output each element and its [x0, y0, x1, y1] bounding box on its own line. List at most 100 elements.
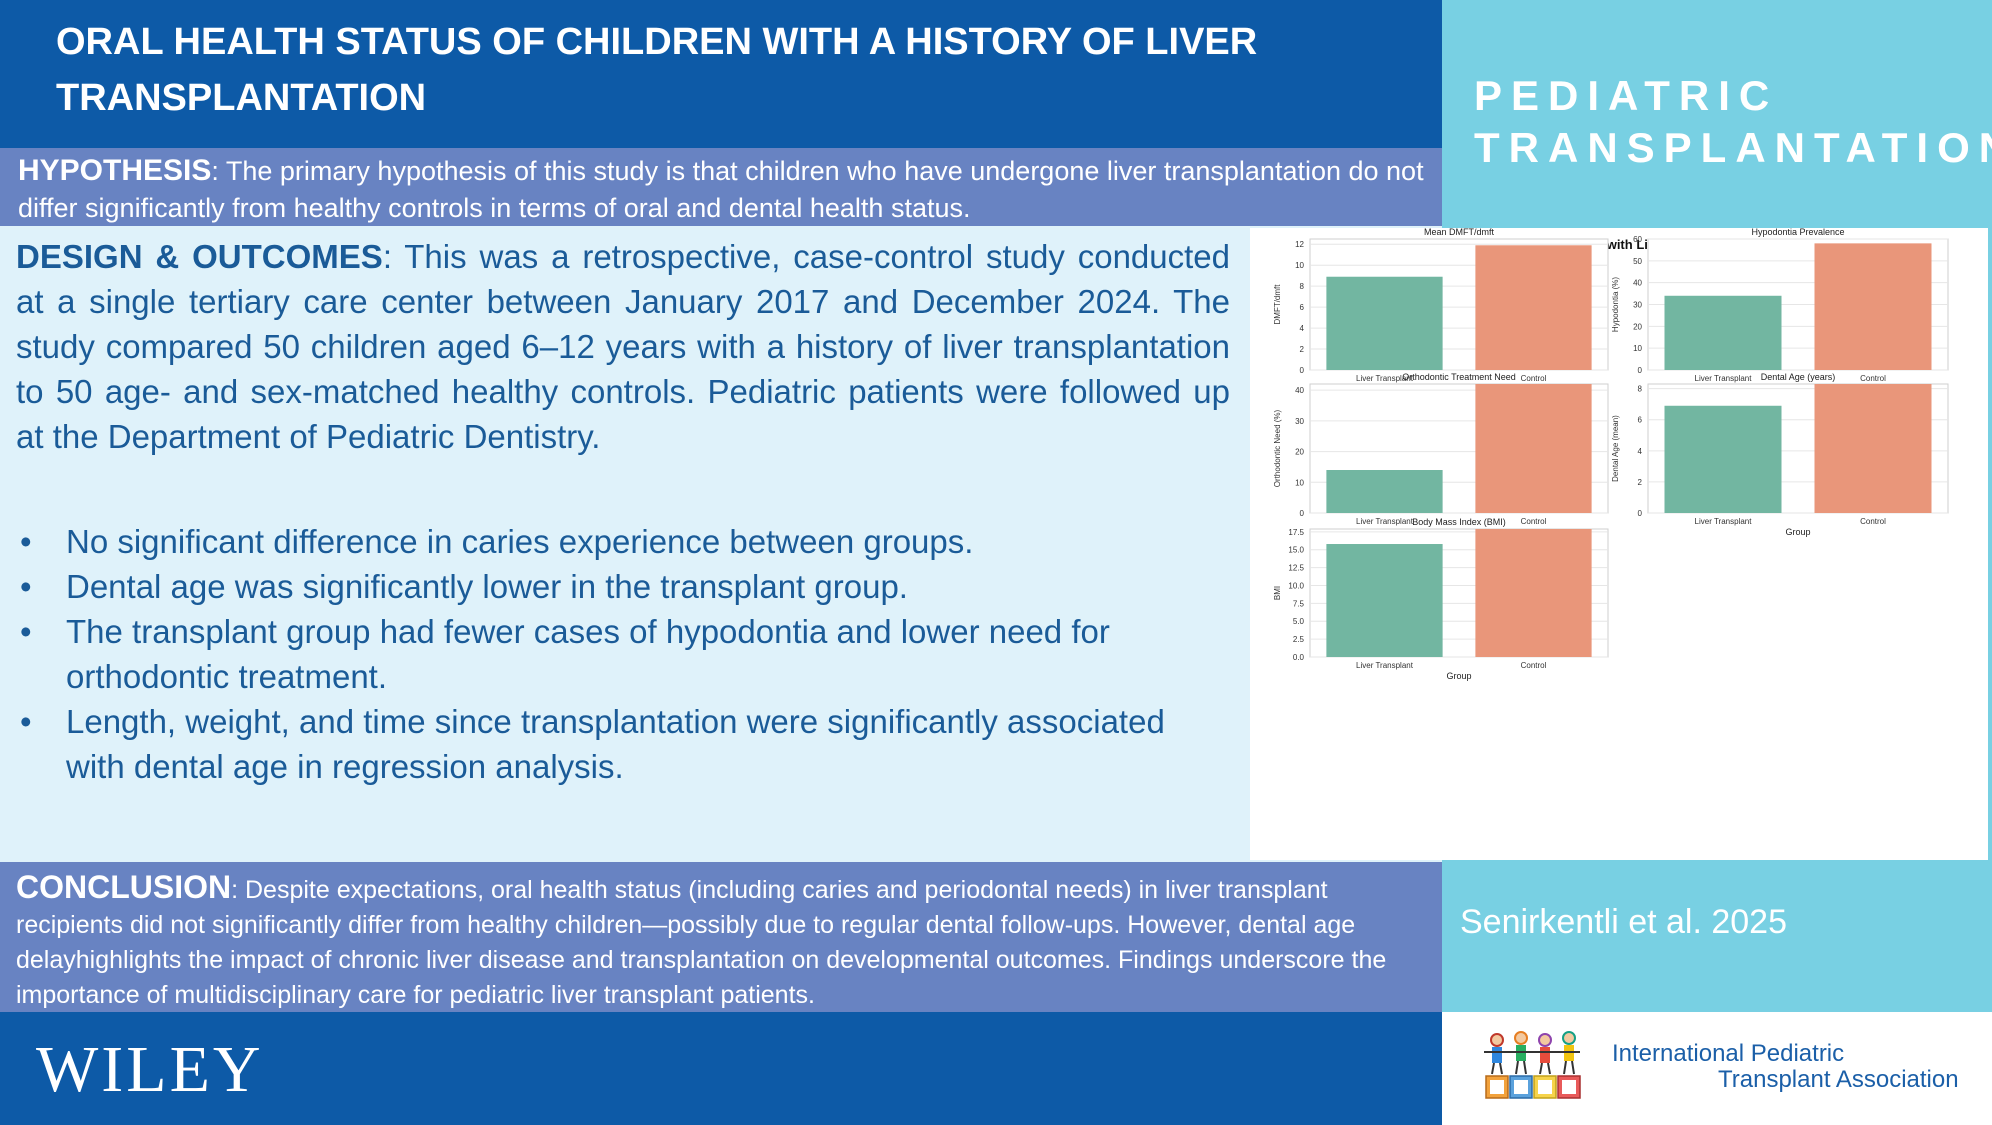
bar — [1326, 470, 1443, 513]
conclusion-label: CONCLUSION — [16, 869, 232, 905]
y-tick-label: 10 — [1295, 261, 1304, 270]
y-axis-label: Dental Age (mean) — [1611, 415, 1620, 482]
y-tick-label: 15.0 — [1288, 546, 1304, 555]
subplot: Orthodontic Treatment Need 0 10 20 30 40 Liver… — [1273, 372, 1609, 537]
x-tick-label: Control — [1860, 374, 1886, 383]
y-tick-label: 6 — [1300, 303, 1305, 312]
x-tick-label: Liver Transplant — [1356, 517, 1414, 526]
x-tick-label: Control — [1860, 517, 1886, 526]
journal-line-1: PEDIATRIC — [1474, 72, 1779, 119]
ipta-panel — [1442, 1012, 1992, 1125]
y-tick-label: 20 — [1633, 322, 1642, 331]
subplot-title: Dental Age (years) — [1761, 372, 1836, 382]
findings-list: No significant difference in caries expe… — [16, 519, 1196, 789]
y-tick-label: 8 — [1300, 282, 1305, 291]
subplot: Hypodontia Prevalence 0 10 20 30 40 50 60 Liver … — [1611, 228, 1949, 394]
ipta-name-line-2: Transplant Association — [1718, 1066, 1959, 1093]
y-tick-label: 7.5 — [1293, 599, 1305, 608]
x-tick-label: Control — [1521, 661, 1547, 670]
bar — [1814, 384, 1932, 513]
y-tick-label: 2.5 — [1293, 635, 1305, 644]
x-axis-label: Group — [1785, 527, 1810, 537]
y-tick-label: 12 — [1295, 240, 1304, 249]
y-axis-label: DMFT/dmft — [1273, 284, 1282, 325]
conclusion-text: CONCLUSION: Despite expectations, oral h… — [16, 870, 1436, 1013]
design-text: DESIGN & OUTCOMES: This was a retrospect… — [16, 234, 1230, 459]
subplot-title: Hypodontia Prevalence — [1751, 228, 1844, 237]
finding-item: Dental age was significantly lower in th… — [16, 564, 1196, 609]
y-tick-label: 8 — [1638, 385, 1643, 394]
page-title: ORAL HEALTH STATUS OF CHILDREN WITH A HI… — [56, 21, 1258, 119]
x-tick-label: Liver Transplant — [1695, 374, 1753, 383]
x-tick-label: Liver Transplant — [1695, 517, 1753, 526]
y-tick-label: 0 — [1300, 366, 1305, 375]
x-tick-label: Control — [1521, 517, 1547, 526]
ipta-logo-icon — [1484, 1031, 1581, 1099]
x-tick-label: Liver Transplant — [1356, 374, 1414, 383]
y-tick-label: 4 — [1638, 447, 1643, 456]
hypothesis-body: : The primary hypothesis of this study i… — [18, 156, 1424, 223]
footer-banner — [0, 1012, 1442, 1125]
design-body: : This was a retrospective, case-control… — [16, 238, 1230, 455]
bar — [1475, 245, 1592, 370]
y-axis-label: Orthodontic Need (%) — [1273, 409, 1282, 487]
finding-item: Length, weight, and time since transplan… — [16, 699, 1196, 789]
finding-item: No significant difference in caries expe… — [16, 519, 1196, 564]
journal-name: PEDIATRIC TRANSPLANTATION — [1474, 70, 1992, 174]
hypothesis-banner — [0, 148, 1442, 226]
y-tick-label: 12.5 — [1288, 564, 1304, 573]
y-tick-label: 30 — [1295, 417, 1304, 426]
subplot: Dental Age (years) 0 2 4 6 8 Liver Transplant C… — [1611, 372, 1949, 537]
bar — [1326, 276, 1443, 370]
y-tick-label: 0 — [1638, 366, 1643, 375]
y-tick-label: 5.0 — [1293, 617, 1305, 626]
finding-item: The transplant group had fewer cases of … — [16, 609, 1196, 699]
bar — [1814, 243, 1932, 370]
y-tick-label: 60 — [1633, 235, 1642, 244]
y-tick-label: 2 — [1638, 478, 1643, 487]
ipta-name-line-1: International Pediatric — [1612, 1040, 1845, 1067]
subplots-group: Mean DMFT/dmft 0 2 4 6 8 10 12 Liver Transplant C… — [1273, 228, 1949, 681]
bar — [1664, 405, 1782, 513]
y-tick-label: 50 — [1633, 257, 1642, 266]
chart-panel: Oral Health Outcomes in Children with Li… — [1250, 228, 1988, 860]
y-tick-label: 30 — [1633, 301, 1642, 310]
y-tick-label: 0 — [1300, 509, 1305, 518]
conclusion-body: : Despite expectations, oral health stat… — [16, 876, 1387, 1009]
bar — [1664, 295, 1782, 370]
citation: Senirkentli et al. 2025 — [1460, 903, 1787, 941]
subplot-title: Body Mass Index (BMI) — [1412, 517, 1506, 527]
y-tick-label: 17.5 — [1288, 528, 1304, 537]
title-banner — [0, 0, 1442, 148]
y-axis-label: Hypodontia (%) — [1611, 277, 1620, 332]
y-tick-label: 10 — [1633, 344, 1642, 353]
subplot-title: Mean DMFT/dmft — [1424, 228, 1495, 237]
hypothesis-text: HYPOTHESIS: The primary hypothesis of th… — [18, 152, 1438, 227]
bar — [1475, 529, 1592, 657]
y-tick-label: 20 — [1295, 448, 1304, 457]
subplot: Body Mass Index (BMI) 0.0 2.5 5.0 7.5 10.0 12.… — [1273, 517, 1609, 681]
y-tick-label: 6 — [1638, 416, 1643, 425]
bar — [1326, 544, 1443, 657]
y-tick-label: 10 — [1295, 478, 1304, 487]
x-tick-label: Control — [1521, 374, 1547, 383]
bar — [1475, 384, 1592, 513]
journal-line-2: TRANSPLANTATION — [1474, 124, 1992, 171]
y-tick-label: 40 — [1633, 279, 1642, 288]
x-axis-label: Group — [1446, 671, 1471, 681]
outcomes-chart: Oral Health Outcomes in Children with Li… — [1273, 228, 1949, 681]
y-tick-label: 0.0 — [1293, 653, 1305, 662]
citation-panel — [1442, 862, 1992, 1012]
y-tick-label: 4 — [1300, 324, 1305, 333]
subplot-title: Orthodontic Treatment Need — [1402, 372, 1516, 382]
y-tick-label: 40 — [1295, 386, 1304, 395]
y-axis-label: BMI — [1273, 586, 1282, 600]
y-tick-label: 2 — [1300, 345, 1305, 354]
wiley-logo: WILEY — [36, 1033, 264, 1106]
subplot: Mean DMFT/dmft 0 2 4 6 8 10 12 Liver Transplant C… — [1273, 228, 1609, 394]
y-tick-label: 10.0 — [1288, 581, 1304, 590]
y-tick-label: 0 — [1638, 509, 1643, 518]
x-tick-label: Liver Transplant — [1356, 661, 1414, 670]
hypothesis-label: HYPOTHESIS — [18, 154, 212, 187]
design-label: DESIGN & OUTCOMES — [16, 238, 383, 275]
